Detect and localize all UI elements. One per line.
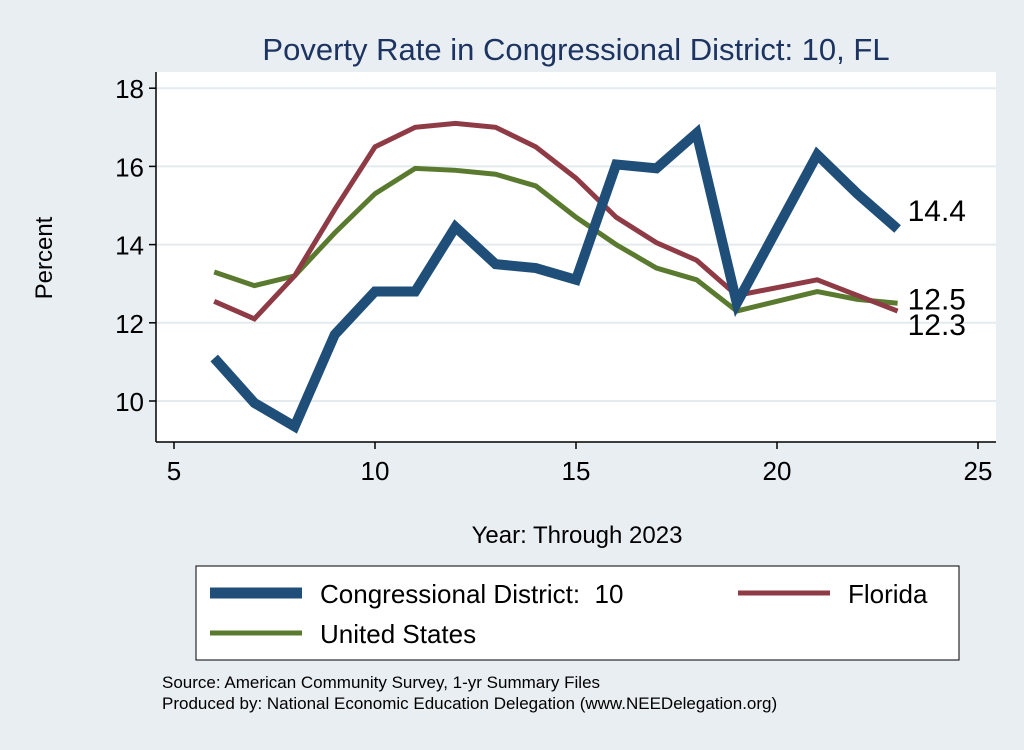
legend-label-florida: Florida [848,579,928,609]
y-tick-label-12: 12 [115,309,144,339]
series-line-us [213,165,898,314]
series-line-florida [213,120,899,322]
x-tick-label-25: 25 [964,456,993,486]
end-label-florida: 12.3 [908,309,966,342]
axes: 10 12 14 16 18 5 10 15 20 25 [115,72,996,486]
gridlines [156,87,996,402]
legend: Congressional District: 10 Florida Unite… [195,565,960,661]
series-line-cd10 [210,123,901,434]
series-lines [210,120,901,434]
end-label-cd10: 14.4 [908,195,966,228]
legend-box [195,565,960,661]
y-tick-label-10: 10 [115,387,144,417]
x-axis-label: Year: Through 2023 [472,522,683,549]
legend-label-cd10: Congressional District: 10 [320,579,623,609]
y-tick-label-14: 14 [115,231,144,261]
plot-area [156,72,996,442]
y-axis-label: Percent [31,216,58,299]
chart-title: Poverty Rate in Congressional District: … [262,32,889,67]
end-label-us: 12.5 [908,283,966,316]
x-tick-label-15: 15 [562,456,591,486]
legend-label-us: United States [320,619,476,649]
x-tick-label-10: 10 [361,456,390,486]
x-tick-label-20: 20 [763,456,792,486]
y-tick-label-18: 18 [115,74,144,104]
produced-note: Produced by: National Economic Education… [162,694,777,713]
end-labels: 14.4 12.312.5 [908,195,966,342]
x-tick-label-5: 5 [167,456,181,486]
y-tick-label-16: 16 [115,152,144,182]
source-note: Source: American Community Survey, 1-yr … [162,673,600,692]
